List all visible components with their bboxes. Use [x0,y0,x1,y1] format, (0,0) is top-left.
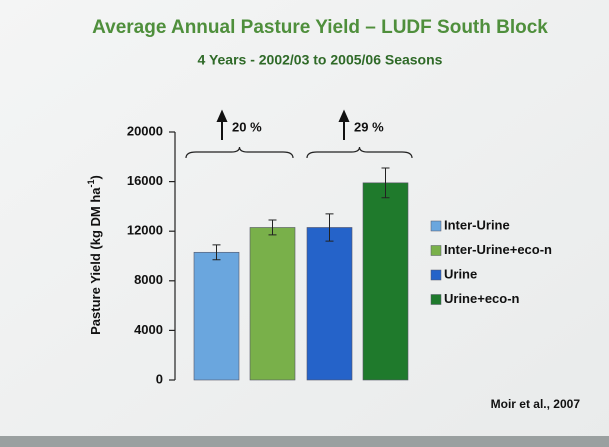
bar [306,227,353,381]
error-bar [381,167,390,199]
bar [362,182,409,381]
y-axis-label-superscript: -1 [86,179,96,187]
error-bar [212,244,221,261]
annotation: 29 % [354,119,384,134]
legend-label: Inter-Urine [444,217,510,232]
legend-label: Urine+eco-n [444,291,520,306]
legend-swatch [430,245,442,256]
y-tick-label: 16000 [127,173,163,188]
y-tick-label: 4000 [134,322,163,337]
y-tick-label: 0 [156,371,163,386]
bar [193,251,240,381]
chart-subtitle: 4 Years - 2002/03 to 2005/06 Seasons [198,52,443,68]
y-axis-label: Pasture Yield (kg DM ha-1) [86,175,103,335]
y-tick-label: 12000 [127,223,163,238]
y-tick-label: 20000 [127,123,163,138]
annotation: 20 % [232,119,262,134]
legend-swatch [430,294,442,305]
y-axis-label-close: ) [88,175,103,179]
legend-swatch [430,269,442,281]
error-bar [325,213,334,242]
legend-label: Inter-Urine+eco-n [444,242,552,257]
legend-label: Urine [444,266,477,281]
bar [249,227,296,381]
brace [185,146,294,159]
source: Moir et al., 2007 [491,397,581,411]
slide-edge [0,436,609,447]
arrow [216,109,228,140]
y-axis-label-text: Pasture Yield (kg DM ha [88,187,103,335]
chart-title: Average Annual Pasture Yield – LUDF Sout… [92,17,548,38]
error-bar [268,219,277,236]
legend-swatch [430,220,442,232]
brace [306,146,413,159]
y-tick-label: 8000 [134,272,163,287]
arrow [338,109,350,140]
